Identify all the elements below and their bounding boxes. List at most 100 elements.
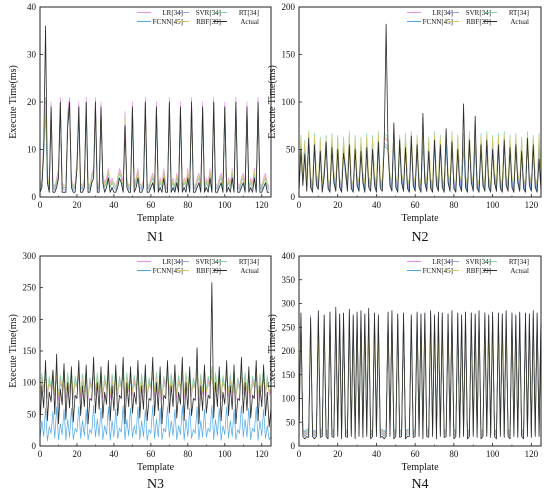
y-tick-label: 150 — [282, 50, 296, 60]
legend-label: SVR[34] — [466, 258, 491, 266]
y-tick-label: 250 — [23, 283, 37, 293]
legend-label: RT[34] — [239, 9, 259, 17]
x-tick-label: 40 — [372, 200, 382, 210]
x-tick-label: 20 — [333, 449, 343, 459]
legend-label: RBF[39] — [466, 267, 491, 275]
x-axis-title: Template — [137, 462, 175, 473]
legend: LR[34] SVR[34] RT[34] FCNN[45] RBF[39] Actual — [137, 9, 259, 26]
x-tick-label: 60 — [411, 200, 421, 210]
y-tick-label: 200 — [23, 314, 37, 324]
x-tick-label: 60 — [146, 200, 156, 210]
series-line-3 — [40, 405, 271, 442]
x-tick-label: 120 — [255, 200, 269, 210]
series-lines — [299, 23, 541, 193]
x-tick-label: 80 — [183, 449, 193, 459]
x-tick-label: 80 — [449, 449, 459, 459]
x-tick-label: 40 — [372, 449, 382, 459]
chart-panel-n4: 0 20 40 60 80 100 120 0 50 100 150 200 250 300 350 400 T… — [267, 251, 542, 492]
legend-label: FCNN[45] — [423, 267, 453, 275]
x-tick-label: 100 — [486, 200, 500, 210]
y-tick-label: 0 — [291, 441, 296, 451]
x-axis-title: Template — [401, 213, 439, 224]
series-line-4 — [40, 372, 271, 397]
legend-label: LR[34] — [162, 9, 183, 17]
x-tick-label: 80 — [449, 200, 459, 210]
y-tick-label: 30 — [27, 50, 37, 60]
panel-caption: N1 — [147, 230, 164, 245]
y-tick-label: 150 — [23, 346, 37, 356]
y-tick-label: 150 — [282, 370, 296, 380]
y-tick-label: 50 — [27, 409, 37, 419]
series-line-5 — [299, 23, 541, 193]
chart-panel-n1: 0 20 40 60 80 100 120 0 10 20 30 40 Template Execute … — [8, 2, 272, 245]
x-tick-label: 20 — [72, 449, 82, 459]
legend-label: LR[34] — [162, 258, 183, 266]
y-tick-label: 400 — [282, 251, 296, 261]
x-tick-label: 120 — [525, 200, 539, 210]
legend-label: RBF[39] — [196, 267, 221, 275]
y-tick-label: 300 — [23, 251, 37, 261]
legend-label: RT[34] — [509, 9, 529, 17]
chart-panel-n2: 0 20 40 60 80 100 120 0 50 100 150 200 Template Execu… — [267, 2, 542, 245]
y-tick-label: 0 — [32, 192, 37, 202]
legend-label: Actual — [510, 267, 529, 275]
x-axis-title: Template — [137, 213, 175, 224]
y-tick-label: 100 — [282, 97, 296, 107]
y-tick-label: 10 — [27, 145, 37, 155]
y-tick-label: 20 — [27, 97, 37, 107]
y-axis-title: Execute Time(ms) — [267, 65, 278, 139]
y-axis-title: Execute Time(ms) — [8, 314, 19, 388]
legend-label: FCNN[45] — [153, 267, 183, 275]
x-tick-label: 0 — [38, 200, 43, 210]
x-tick-label: 0 — [297, 200, 302, 210]
legend: LR[34] SVR[34] RT[34] FCNN[45] RBF[39] Actual — [137, 258, 259, 275]
x-tick-label: 60 — [146, 449, 156, 459]
y-tick-label: 100 — [23, 378, 37, 388]
legend-label: RBF[39] — [466, 18, 491, 26]
legend-label: Actual — [240, 18, 259, 26]
x-tick-label: 100 — [218, 449, 232, 459]
plot-frame — [298, 6, 542, 198]
y-axis-title: Execute Time(ms) — [8, 65, 19, 139]
legend: LR[34] SVR[34] RT[34] FCNN[45] RBF[39] Actual — [407, 258, 529, 275]
x-tick-label: 40 — [109, 200, 119, 210]
x-tick-label: 100 — [486, 449, 500, 459]
y-tick-label: 300 — [282, 299, 296, 309]
legend-label: Actual — [510, 18, 529, 26]
x-tick-label: 20 — [333, 200, 343, 210]
y-tick-label: 200 — [282, 346, 296, 356]
x-tick-label: 60 — [411, 449, 421, 459]
legend: LR[34] SVR[34] RT[34] FCNN[45] RBF[39] Actual — [407, 9, 529, 26]
legend-label: RT[34] — [239, 258, 259, 266]
y-tick-label: 0 — [291, 192, 296, 202]
legend-label: Actual — [240, 267, 259, 275]
y-tick-label: 0 — [32, 441, 37, 451]
legend-label: RBF[39] — [196, 18, 221, 26]
y-tick-label: 350 — [282, 275, 296, 285]
legend-label: RT[34] — [509, 258, 529, 266]
x-tick-label: 20 — [72, 200, 82, 210]
legend-label: FCNN[45] — [423, 18, 453, 26]
x-tick-label: 0 — [38, 449, 43, 459]
y-tick-label: 50 — [286, 417, 296, 427]
series-line-5 — [299, 306, 541, 440]
legend-label: SVR[34] — [196, 258, 221, 266]
series-line-5 — [40, 282, 271, 428]
series-lines — [40, 282, 271, 442]
legend-label: LR[34] — [432, 9, 453, 17]
x-tick-label: 100 — [218, 200, 232, 210]
y-tick-label: 50 — [286, 145, 296, 155]
series-line-4 — [299, 132, 541, 185]
x-tick-label: 120 — [255, 449, 269, 459]
series-line-5 — [40, 25, 270, 193]
panel-caption: N4 — [411, 477, 428, 492]
y-tick-label: 100 — [282, 394, 296, 404]
x-axis-title: Template — [401, 462, 439, 473]
series-lines — [40, 25, 270, 193]
x-tick-label: 80 — [183, 200, 193, 210]
panel-caption: N3 — [147, 477, 164, 492]
legend-label: SVR[34] — [196, 9, 221, 17]
series-lines — [299, 306, 541, 440]
y-tick-label: 200 — [282, 2, 296, 12]
